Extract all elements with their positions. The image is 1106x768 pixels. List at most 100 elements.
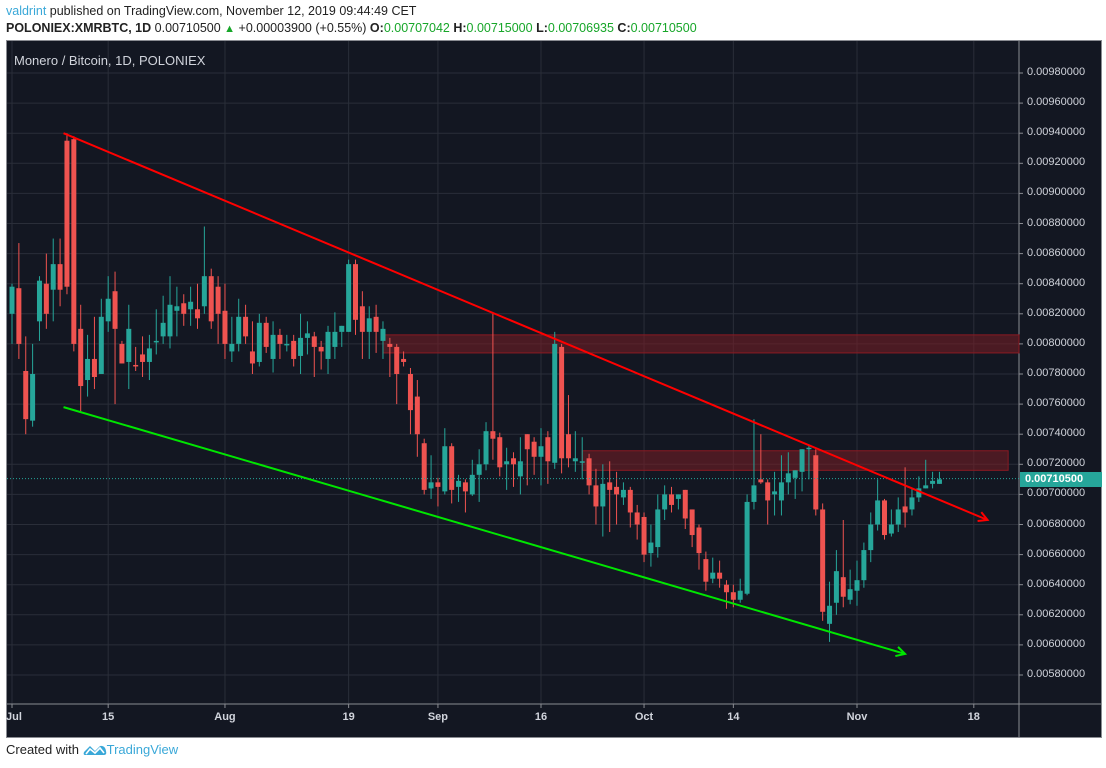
candle-up (792, 470, 798, 478)
candle-up (744, 501, 750, 594)
candle-down (291, 340, 297, 359)
candle-down (730, 592, 736, 600)
candle-up (30, 374, 36, 421)
candle-down (813, 455, 819, 510)
candle-up (284, 343, 290, 346)
tradingview-logo-icon (83, 745, 106, 755)
candle-up (188, 301, 194, 310)
candle-up (153, 340, 159, 343)
candle-up (620, 489, 626, 498)
candle-up (854, 580, 860, 591)
tradingview-link[interactable]: TradingView (106, 742, 179, 757)
candle-up (160, 322, 166, 337)
close-value: 0.00710500 (630, 21, 697, 35)
resistance-zone-lower (581, 450, 1009, 471)
candle-down (57, 264, 63, 290)
candle-down (181, 303, 187, 314)
candle-up (146, 348, 152, 362)
candle-down (703, 559, 709, 582)
candle-down (840, 577, 846, 597)
candle-up (298, 337, 304, 356)
high-label: H: (453, 21, 467, 35)
y-tick-label: 0.00800000 (1027, 336, 1086, 349)
created-with-text: Created with (6, 742, 79, 757)
y-tick-label: 0.00840000 (1027, 276, 1086, 289)
candle-down (421, 443, 427, 490)
candle-up (380, 328, 386, 341)
candle-down (64, 140, 70, 287)
low-value: 0.00706935 (547, 21, 614, 35)
x-tick-label: Aug (214, 711, 236, 723)
candle-up (600, 483, 606, 507)
x-tick-label: Sep (427, 711, 449, 723)
current-price-tag: 0.00710500 (1020, 471, 1102, 487)
candle-down (387, 343, 393, 347)
candle-down (208, 276, 214, 322)
candle-up (504, 461, 510, 465)
candle-down (689, 509, 695, 536)
candle-up (868, 524, 874, 551)
candle-up (655, 509, 661, 548)
candle-down (565, 434, 571, 459)
footer: Created with TradingView (6, 742, 178, 757)
candle-up (923, 485, 929, 489)
candle-down (559, 346, 565, 459)
candle-up (339, 325, 345, 332)
candle-down (78, 328, 84, 387)
candle-up (916, 488, 922, 498)
y-tick-label: 0.00720000 (1027, 457, 1086, 470)
y-tick-label: 0.00980000 (1027, 66, 1086, 78)
candle-down (717, 572, 723, 579)
x-tick-label: Nov (846, 711, 868, 723)
candle-down (593, 485, 599, 507)
candle-down (723, 584, 729, 593)
author-link[interactable]: valdrint (6, 4, 47, 18)
candle-down (112, 291, 118, 329)
x-tick-label: 15 (102, 711, 115, 723)
candle-up (847, 589, 853, 600)
candle-down (765, 482, 771, 501)
y-tick-label: 0.00900000 (1027, 186, 1086, 199)
candle-down (902, 506, 908, 513)
candle-up (552, 343, 558, 463)
x-tick-label: 14 (727, 711, 740, 723)
y-tick-label: 0.00660000 (1027, 547, 1086, 560)
candle-down (511, 458, 517, 465)
candle-down (249, 351, 255, 364)
x-tick-label: 18 (967, 711, 980, 723)
candle-up (304, 333, 310, 338)
x-tick-label: Jul (6, 711, 22, 723)
candle-up (366, 318, 372, 332)
candle-up (126, 328, 132, 362)
candle-up (256, 322, 262, 362)
candle-up (517, 461, 523, 477)
candle-up (346, 264, 352, 332)
x-tick-label: 16 (534, 711, 548, 723)
candle-up (806, 447, 812, 450)
x-tick-label: Oct (634, 711, 654, 723)
y-tick-label: 0.00580000 (1027, 668, 1086, 680)
candle-up (325, 331, 331, 359)
candle-down (696, 527, 702, 554)
published-text: published on TradingView.com, November 1… (49, 4, 417, 18)
y-tick-label: 0.00920000 (1027, 156, 1086, 169)
y-tick-label: 0.00820000 (1027, 306, 1086, 319)
support-trendline (63, 406, 906, 655)
chart-panel[interactable] (6, 40, 1102, 738)
candle-up (875, 500, 881, 525)
candle-down (23, 370, 29, 420)
arrow-head-icon (977, 511, 990, 523)
candle-down (373, 316, 379, 332)
y-tick-label: 0.00760000 (1027, 397, 1086, 410)
candle-down (682, 489, 688, 519)
candle-down (586, 458, 592, 486)
candle-up (662, 494, 668, 510)
resistance-zone-upper (382, 334, 1020, 354)
candle-up (98, 316, 104, 374)
candle-down (531, 441, 537, 457)
candle-up (229, 343, 235, 352)
candle-down (311, 336, 317, 347)
arrow-head-icon (895, 646, 908, 658)
candle-up (751, 485, 757, 502)
